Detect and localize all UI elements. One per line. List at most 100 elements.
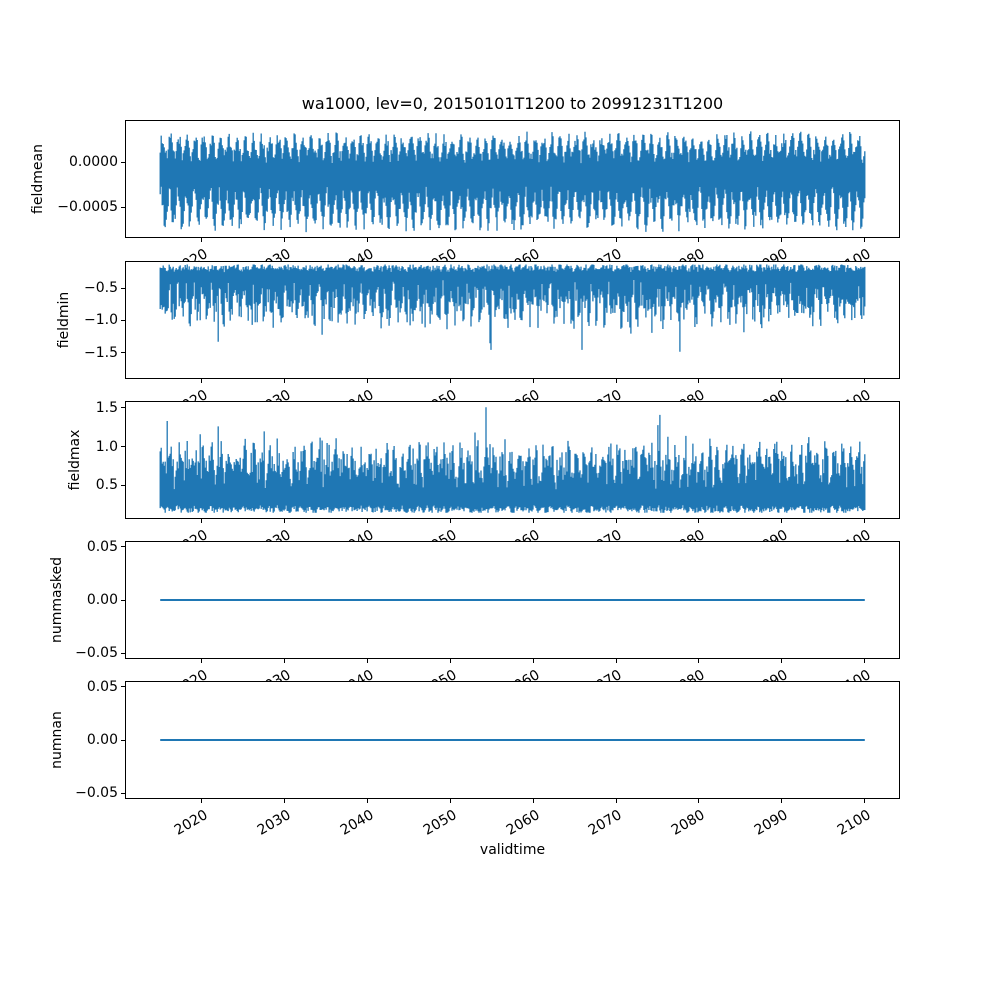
x-tick-mark	[201, 659, 203, 663]
x-tick-mark	[615, 238, 617, 242]
x-tick-mark	[201, 238, 203, 242]
subplot-fieldmin: fieldmin −0.5−1.0−1.52020203020402050206…	[0, 261, 1000, 419]
series-waveform	[159, 131, 866, 233]
y-tick-label: 0.0000	[69, 154, 118, 171]
x-tick-mark	[698, 659, 700, 663]
y-tick-label: 0.00	[86, 732, 118, 748]
subplot-numnan: numnan 0.05 0.00 −0.05 2020 2030 2040 2050 2060…	[0, 678, 1000, 839]
x-tick-mark	[864, 519, 866, 523]
x-tick-mark	[864, 799, 866, 803]
x-tick-mark	[284, 238, 286, 242]
x-tick-mark	[781, 659, 783, 663]
x-tick-label: 2030	[254, 807, 294, 839]
x-tick-mark	[366, 379, 368, 383]
x-tick-mark	[532, 238, 534, 242]
x-tick-mark	[284, 519, 286, 523]
y-tick-mark	[121, 446, 125, 447]
subplot-nummasked: nummasked 0.050.00−0.0520202030204020502…	[0, 538, 1000, 699]
x-tick-mark	[201, 519, 203, 523]
y-tick-label: 1.0	[95, 438, 118, 455]
x-tick-mark	[781, 379, 783, 383]
y-tick-mark	[121, 792, 125, 794]
y-tick-label: −1.0	[84, 312, 118, 329]
axes-frame	[125, 541, 900, 659]
x-tick-mark	[532, 519, 534, 523]
x-tick-mark	[615, 379, 617, 383]
x-tick-mark	[781, 238, 783, 242]
x-tick-mark	[366, 519, 368, 523]
x-tick-mark	[449, 659, 451, 663]
y-tick-label: 0.05	[86, 538, 118, 555]
x-tick-mark	[781, 799, 783, 803]
y-tick-label: 0.00	[86, 592, 118, 608]
y-tick-label: −0.5	[84, 280, 118, 297]
series-waveform	[160, 599, 865, 601]
x-tick-mark	[781, 519, 783, 523]
x-tick-mark	[366, 238, 368, 242]
x-tick-mark	[698, 379, 700, 383]
x-tick-label: 2020	[171, 807, 211, 839]
axes-frame	[125, 120, 900, 238]
x-tick-mark	[698, 799, 700, 803]
series-waveform	[159, 407, 866, 513]
x-tick-label: 2100	[834, 807, 874, 839]
x-tick-mark	[366, 799, 368, 803]
y-tick-mark	[121, 287, 125, 289]
y-tick-label: −0.05	[75, 785, 118, 802]
y-tick-label: −0.05	[75, 645, 118, 662]
y-tick-mark	[121, 652, 125, 654]
series-waveform	[159, 264, 866, 352]
series-waveform	[160, 739, 865, 741]
x-tick-label: 2050	[420, 807, 460, 839]
y-tick-mark	[121, 319, 125, 321]
x-tick-mark	[532, 799, 534, 803]
y-tick-mark	[121, 484, 125, 486]
x-tick-mark	[449, 519, 451, 523]
x-tick-label: 2060	[503, 807, 543, 839]
y-tick-label: −1.5	[84, 344, 118, 361]
y-tick-mark	[121, 407, 125, 409]
x-tick-mark	[532, 379, 534, 383]
y-tick-mark	[121, 206, 125, 208]
axes-frame	[125, 681, 900, 799]
x-tick-mark	[698, 238, 700, 242]
x-tick-label: 2070	[586, 807, 626, 839]
x-tick-mark	[615, 659, 617, 663]
x-tick-mark	[864, 659, 866, 663]
x-tick-mark	[864, 238, 866, 242]
figure-title: wa1000, lev=0, 20150101T1200 to 20991231…	[301, 94, 724, 113]
axes-frame	[125, 261, 900, 379]
x-tick-mark	[449, 379, 451, 383]
x-axis-label: validtime	[479, 842, 546, 858]
x-tick-mark	[615, 799, 617, 803]
y-tick-mark	[121, 352, 125, 354]
x-tick-mark	[201, 799, 203, 803]
y-tick-label: 1.5	[95, 399, 118, 416]
y-tick-label: 0.5	[95, 477, 118, 494]
subplot-fieldmean: fieldmean 0.0000−0.000520202030204020502…	[0, 120, 1000, 278]
y-tick-label: −0.0005	[57, 199, 118, 216]
x-tick-mark	[284, 379, 286, 383]
y-tick-label: 0.05	[86, 678, 118, 695]
x-tick-label: 2080	[669, 807, 708, 839]
x-tick-mark	[449, 799, 451, 803]
x-tick-mark	[284, 659, 286, 663]
y-tick-mark	[121, 599, 125, 601]
y-tick-mark	[121, 546, 125, 548]
x-tick-mark	[864, 379, 866, 383]
x-tick-label: 2090	[752, 807, 791, 839]
x-tick-mark	[284, 799, 286, 803]
x-tick-label: 2040	[337, 807, 377, 839]
x-tick-mark	[532, 659, 534, 663]
x-tick-mark	[449, 238, 451, 242]
y-tick-mark	[121, 739, 125, 741]
y-tick-mark	[121, 161, 125, 163]
x-tick-mark	[615, 519, 617, 523]
x-tick-mark	[201, 379, 203, 383]
x-tick-mark	[366, 659, 368, 663]
axes-frame	[125, 401, 900, 519]
x-tick-mark	[698, 519, 700, 523]
subplot-fieldmax: fieldmax 1.51.00.52020203020402050206020…	[0, 399, 1000, 559]
y-tick-mark	[121, 686, 125, 688]
